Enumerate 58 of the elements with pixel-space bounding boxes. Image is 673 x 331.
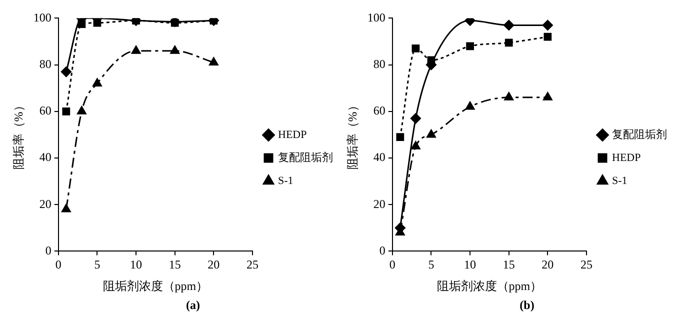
y-axis-title: 阻垢率（%） (11, 100, 26, 170)
x-axis-title: 阻垢剂浓度（ppm） (436, 278, 542, 293)
y-tick-label: 100 (367, 10, 386, 24)
point (62, 107, 70, 116)
y-tick-label: 80 (373, 56, 386, 71)
x-tick-label: 15 (168, 258, 181, 272)
legend-label: HEDP (278, 128, 307, 141)
text: (b) (518, 298, 536, 313)
point (396, 133, 404, 141)
y-tick-label: 0 (45, 243, 52, 258)
point (466, 42, 474, 50)
point (426, 129, 436, 138)
point (209, 57, 218, 66)
point (92, 78, 102, 86)
point (465, 101, 475, 110)
y-tick-label: 80 (39, 56, 52, 71)
point (543, 92, 552, 100)
point (504, 20, 514, 30)
legend-label: 复配阻垢剂 (278, 150, 333, 164)
x-tick-label: 5 (94, 258, 100, 272)
point (412, 44, 420, 52)
legend-label: HEDP (612, 152, 641, 164)
point (544, 32, 552, 41)
y-tick-label: 60 (39, 104, 52, 118)
point (410, 113, 421, 124)
point (170, 46, 180, 54)
legend-label: 复配阻垢剂 (612, 128, 667, 141)
y-tick-label: 0 (379, 243, 386, 258)
point (60, 66, 72, 78)
y-tick-label: 40 (39, 150, 52, 164)
point (62, 204, 71, 212)
point (504, 92, 514, 100)
y-tick-label: 20 (373, 196, 386, 211)
x-axis-title: 阻垢剂浓度（ppm） (102, 278, 208, 293)
legend-label: S-1 (278, 174, 294, 187)
text: (a) (185, 298, 201, 313)
y-tick-label: 60 (373, 104, 386, 118)
point (464, 18, 476, 26)
x-tick-label: 25 (580, 258, 592, 272)
x-tick-label: 10 (130, 258, 142, 272)
point (77, 106, 86, 114)
y-tick-label: 20 (39, 196, 52, 211)
x-tick-label: 25 (246, 258, 258, 272)
y-tick-label: 40 (373, 150, 386, 164)
y-axis-title: 阻垢率（%） (345, 100, 360, 170)
point (411, 141, 420, 150)
legend-label: S-1 (612, 174, 628, 187)
point (504, 38, 513, 47)
y-tick-label: 100 (33, 10, 52, 24)
x-tick-label: 5 (428, 258, 434, 272)
x-tick-label: 20 (542, 258, 554, 272)
point (131, 46, 141, 54)
x-tick-label: 20 (208, 258, 220, 272)
x-tick-label: 0 (55, 258, 62, 272)
point (542, 20, 553, 30)
x-tick-label: 10 (464, 258, 476, 272)
x-tick-label: 15 (502, 258, 515, 272)
x-tick-label: 0 (389, 258, 396, 272)
